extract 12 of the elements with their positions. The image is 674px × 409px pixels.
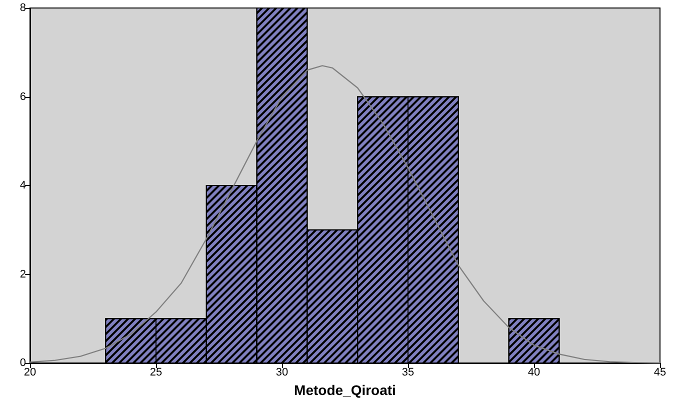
y-tick-label: 4 — [20, 180, 26, 192]
x-tick-label: 45 — [654, 366, 666, 378]
x-tick-label: 40 — [528, 366, 540, 378]
y-tick-label: 0 — [20, 357, 26, 369]
x-tick-label: 35 — [402, 366, 414, 378]
x-tick-label: 30 — [276, 366, 288, 378]
x-tick-label: 25 — [150, 366, 162, 378]
y-tick-label: 8 — [20, 2, 26, 14]
x-tick-label: 20 — [24, 366, 36, 378]
x-axis-title: Metode_Qiroati — [294, 382, 396, 398]
y-tick-label: 2 — [20, 268, 26, 280]
y-tick-label: 6 — [20, 90, 26, 103]
